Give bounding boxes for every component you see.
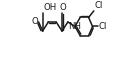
- Text: O: O: [59, 3, 66, 12]
- Text: NH: NH: [68, 22, 81, 31]
- Text: O: O: [32, 17, 38, 26]
- Text: OH: OH: [44, 3, 57, 12]
- Text: Cl: Cl: [94, 1, 102, 10]
- Text: Cl: Cl: [99, 22, 107, 31]
